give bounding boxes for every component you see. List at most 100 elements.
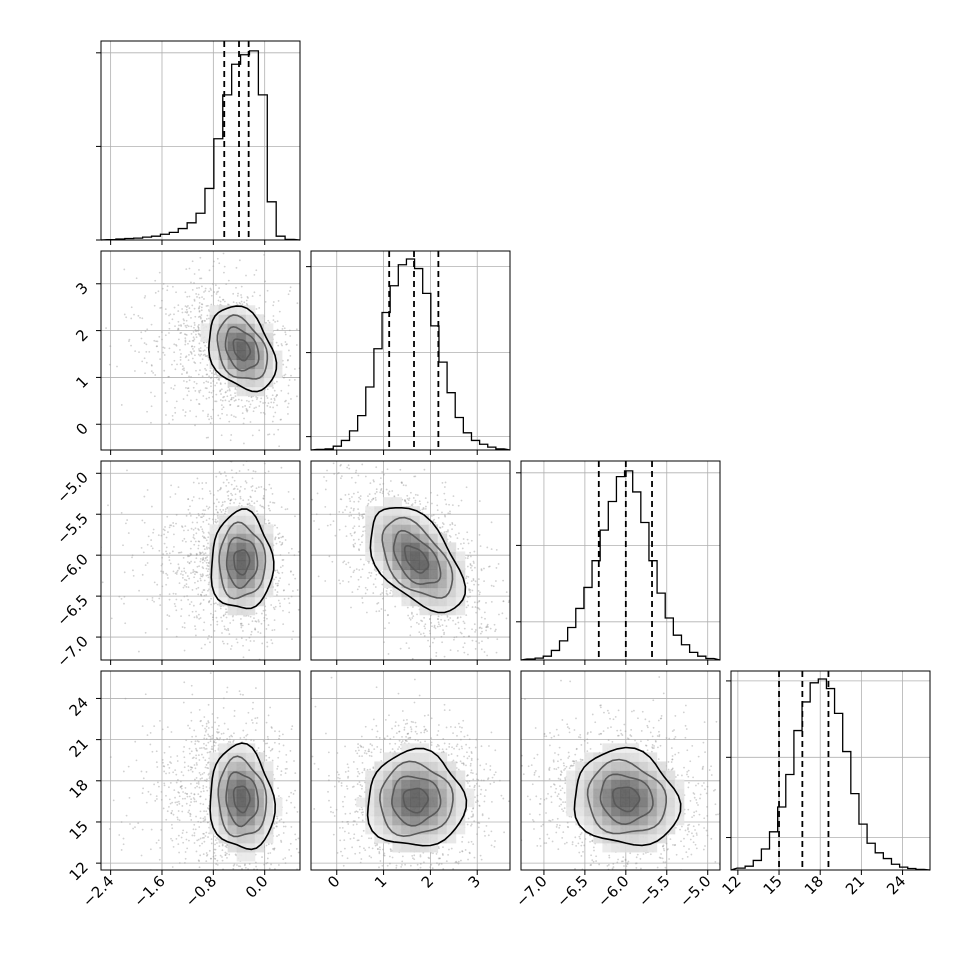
sample-point (151, 599, 154, 602)
sample-point (205, 397, 208, 400)
sample-point (179, 356, 182, 359)
sample-point (153, 581, 156, 584)
sample-point (154, 279, 157, 282)
sample-point (507, 601, 510, 604)
sample-point (193, 793, 196, 796)
sample-point (271, 759, 274, 762)
sample-point (190, 740, 193, 743)
sample-point (346, 466, 349, 469)
sample-point (275, 594, 278, 596)
sample-point (271, 848, 274, 850)
sample-point (264, 280, 267, 283)
sample-point (282, 535, 284, 538)
sample-point (477, 590, 480, 592)
sample-point (187, 508, 190, 511)
sample-point (473, 583, 476, 586)
sample-point (362, 526, 365, 529)
sample-point (218, 377, 221, 380)
sample-point (124, 622, 127, 625)
sample-point (120, 404, 123, 406)
density-cell (254, 542, 265, 552)
sample-point (193, 324, 196, 326)
density-cell (245, 578, 256, 589)
sample-point (292, 498, 295, 500)
sample-point (201, 530, 204, 533)
sample-point (222, 614, 225, 617)
density-cell (263, 323, 274, 333)
sample-point (248, 406, 251, 408)
sample-point (422, 506, 425, 509)
sample-point (204, 367, 206, 370)
sample-point (279, 577, 281, 580)
sample-point (157, 350, 160, 353)
sample-point (152, 371, 155, 374)
sample-point (180, 787, 183, 790)
sample-point (290, 570, 292, 573)
density-cell (428, 542, 439, 552)
sample-point (311, 498, 314, 501)
sample-point (386, 593, 389, 596)
sample-point (155, 795, 158, 798)
density-cell (227, 533, 238, 543)
density-cell (218, 332, 229, 342)
sample-point (214, 520, 217, 523)
sample-point (193, 380, 196, 383)
sample-point (221, 408, 223, 411)
sample-point (240, 624, 243, 627)
density-cell (365, 506, 375, 516)
sample-point (198, 286, 200, 289)
sample-point (141, 360, 144, 363)
sample-point (433, 518, 436, 521)
sample-point (473, 623, 476, 626)
sample-point (133, 313, 135, 316)
sample-point (178, 802, 181, 805)
sample-point (273, 397, 276, 400)
sample-point (229, 741, 232, 743)
sample-point (195, 415, 198, 418)
sample-point (138, 684, 140, 686)
density-cell (263, 350, 274, 361)
sample-point (289, 355, 292, 357)
sample-point (191, 339, 194, 342)
sample-point (381, 592, 384, 594)
sample-point (344, 509, 347, 511)
sample-point (195, 398, 198, 401)
sample-point (301, 744, 303, 746)
sample-point (275, 395, 277, 398)
sample-point (264, 413, 266, 415)
sample-point (290, 398, 292, 400)
sample-point (312, 592, 314, 594)
sample-point (449, 617, 452, 619)
sample-point (224, 382, 227, 385)
sample-point (175, 291, 177, 294)
sample-point (471, 639, 474, 642)
sample-point (178, 324, 180, 327)
sample-point (480, 648, 483, 651)
sample-point (166, 289, 169, 292)
sample-point (362, 513, 365, 516)
sample-point (352, 543, 355, 546)
sample-point (146, 562, 149, 564)
sample-point (187, 390, 190, 393)
sample-point (194, 424, 196, 427)
sample-point (209, 422, 212, 424)
sample-point (138, 351, 140, 354)
sample-point (173, 351, 176, 354)
sample-point (495, 580, 497, 582)
sample-point (239, 873, 241, 875)
sample-point (196, 553, 198, 556)
sample-point (160, 306, 163, 309)
sample-point (182, 586, 185, 589)
sample-point (267, 470, 270, 473)
sample-point (207, 436, 210, 439)
sample-point (438, 526, 441, 529)
sample-point (185, 372, 188, 375)
sample-point (279, 418, 282, 421)
sample-point (150, 545, 153, 547)
sample-point (94, 319, 96, 321)
sample-point (180, 551, 183, 554)
sample-point (177, 327, 180, 330)
sample-point (276, 380, 278, 383)
sample-point (443, 655, 446, 658)
sample-point (478, 608, 481, 611)
